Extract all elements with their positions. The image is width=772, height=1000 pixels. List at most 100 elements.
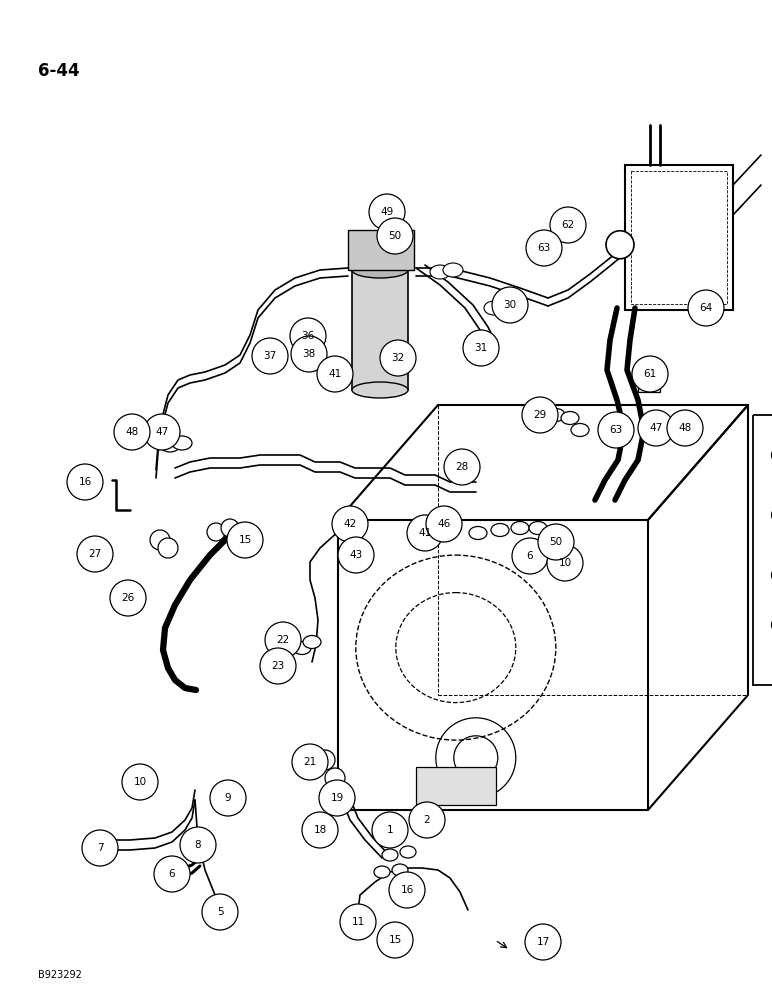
Text: 19: 19 <box>330 793 344 803</box>
Text: 9: 9 <box>225 793 232 803</box>
Text: 63: 63 <box>537 243 550 253</box>
Text: 30: 30 <box>503 300 516 310</box>
Circle shape <box>372 812 408 848</box>
Text: B923292: B923292 <box>38 970 82 980</box>
Circle shape <box>265 622 301 658</box>
Circle shape <box>291 336 327 372</box>
Ellipse shape <box>293 642 311 654</box>
Circle shape <box>180 827 216 863</box>
Text: 32: 32 <box>391 353 405 363</box>
Text: 31: 31 <box>474 343 488 353</box>
Ellipse shape <box>443 263 463 277</box>
Ellipse shape <box>561 412 579 424</box>
Circle shape <box>252 338 288 374</box>
Text: 11: 11 <box>351 917 364 927</box>
Circle shape <box>82 830 118 866</box>
Circle shape <box>319 780 355 816</box>
Circle shape <box>158 538 178 558</box>
Ellipse shape <box>172 436 192 450</box>
Text: 38: 38 <box>303 349 316 359</box>
Circle shape <box>290 318 326 354</box>
Circle shape <box>340 904 376 940</box>
Text: 48: 48 <box>125 427 139 437</box>
Circle shape <box>407 515 443 551</box>
Text: 16: 16 <box>79 477 92 487</box>
Text: 62: 62 <box>561 220 574 230</box>
Circle shape <box>154 856 190 892</box>
Ellipse shape <box>660 425 680 439</box>
Ellipse shape <box>529 522 547 534</box>
Text: 6-44: 6-44 <box>38 62 80 80</box>
Ellipse shape <box>400 846 416 858</box>
Text: 61: 61 <box>643 369 657 379</box>
Circle shape <box>315 750 335 770</box>
Circle shape <box>526 230 562 266</box>
Text: 43: 43 <box>350 550 363 560</box>
Text: 16: 16 <box>401 885 414 895</box>
Circle shape <box>260 648 296 684</box>
Ellipse shape <box>469 526 487 540</box>
Circle shape <box>409 802 445 838</box>
Text: 47: 47 <box>155 427 168 437</box>
Ellipse shape <box>511 522 529 534</box>
Circle shape <box>598 412 634 448</box>
Circle shape <box>77 536 113 572</box>
Text: 6: 6 <box>527 551 533 561</box>
Text: 42: 42 <box>344 519 357 529</box>
Text: 22: 22 <box>276 635 290 645</box>
FancyBboxPatch shape <box>348 230 414 270</box>
Text: 15: 15 <box>239 535 252 545</box>
Text: 17: 17 <box>537 937 550 947</box>
Text: 50: 50 <box>550 537 563 547</box>
Text: 5: 5 <box>217 907 223 917</box>
Text: 27: 27 <box>88 549 102 559</box>
Ellipse shape <box>571 424 589 436</box>
Text: 10: 10 <box>558 558 571 568</box>
Text: 15: 15 <box>388 935 401 945</box>
Circle shape <box>369 194 405 230</box>
Circle shape <box>667 410 703 446</box>
Circle shape <box>317 356 353 392</box>
Ellipse shape <box>352 382 408 398</box>
Circle shape <box>110 580 146 616</box>
Text: 47: 47 <box>649 423 662 433</box>
Circle shape <box>638 410 674 446</box>
Circle shape <box>547 545 583 581</box>
Circle shape <box>332 788 352 808</box>
FancyBboxPatch shape <box>415 766 496 804</box>
Text: 7: 7 <box>96 843 103 853</box>
Circle shape <box>338 537 374 573</box>
Circle shape <box>492 287 528 323</box>
Circle shape <box>380 340 416 376</box>
Circle shape <box>332 506 368 542</box>
Text: 23: 23 <box>272 661 285 671</box>
Circle shape <box>463 330 499 366</box>
Text: 37: 37 <box>263 351 276 361</box>
Text: 50: 50 <box>388 231 401 241</box>
Circle shape <box>538 524 574 560</box>
Circle shape <box>512 538 548 574</box>
Text: 6: 6 <box>169 869 175 879</box>
Text: 46: 46 <box>438 519 451 529</box>
Circle shape <box>207 523 225 541</box>
Circle shape <box>377 922 413 958</box>
Circle shape <box>150 530 170 550</box>
Ellipse shape <box>160 438 180 452</box>
Circle shape <box>210 780 246 816</box>
Ellipse shape <box>497 298 517 312</box>
Circle shape <box>67 464 103 500</box>
Ellipse shape <box>303 636 321 648</box>
Ellipse shape <box>484 301 504 315</box>
Circle shape <box>292 744 328 780</box>
Ellipse shape <box>392 864 408 876</box>
Text: 2: 2 <box>424 815 430 825</box>
Circle shape <box>202 894 238 930</box>
Circle shape <box>444 449 480 485</box>
Circle shape <box>426 506 462 542</box>
Ellipse shape <box>352 262 408 278</box>
Text: 41: 41 <box>328 369 342 379</box>
Ellipse shape <box>430 265 450 279</box>
Text: 1: 1 <box>387 825 393 835</box>
Text: 8: 8 <box>195 840 201 850</box>
Text: 48: 48 <box>679 423 692 433</box>
